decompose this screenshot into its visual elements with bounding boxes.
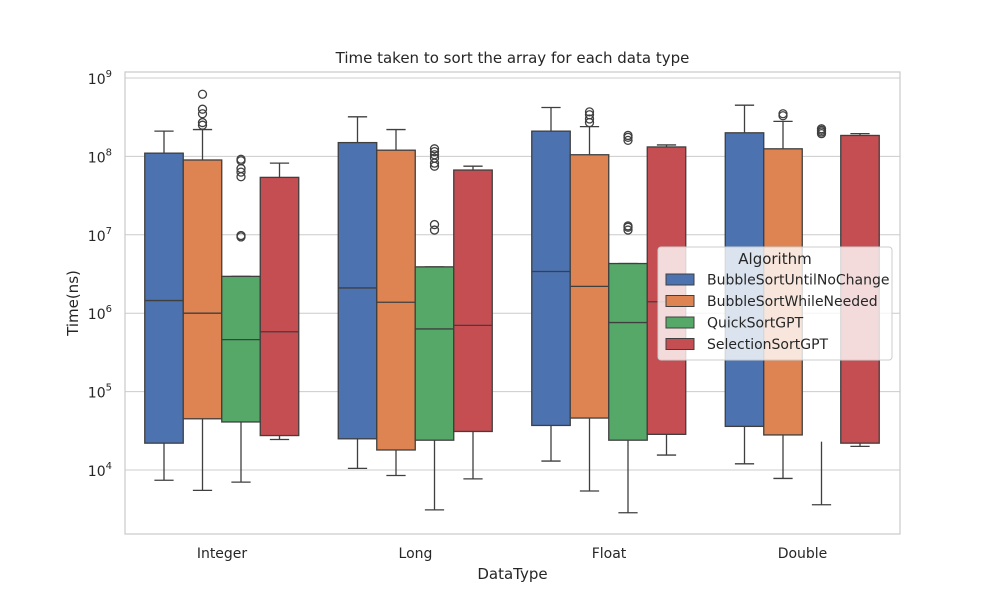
y-tick-label: 104 bbox=[88, 461, 112, 480]
y-tick-label: 109 bbox=[88, 69, 112, 88]
legend-swatch bbox=[665, 338, 695, 350]
x-axis-label: DataType bbox=[477, 565, 547, 583]
x-tick-label: Float bbox=[592, 546, 627, 562]
flier-point bbox=[429, 225, 440, 235]
flier-point bbox=[623, 135, 633, 146]
legend-label: BubbleSortUntilNoChange bbox=[707, 273, 889, 289]
flier-point bbox=[584, 114, 595, 124]
box-BubbleSortWhileNeeded-Long bbox=[376, 128, 416, 477]
flier-point bbox=[778, 109, 788, 119]
flier-point bbox=[236, 167, 246, 177]
flier-point bbox=[236, 230, 246, 241]
legend: Algorithm BubbleSortUntilNoChangeBubbleS… bbox=[657, 246, 893, 361]
legend-entries: BubbleSortUntilNoChange BubbleSortWhileNe… bbox=[665, 273, 889, 353]
flier-point bbox=[429, 219, 440, 230]
legend-swatch bbox=[665, 316, 695, 329]
flier-point bbox=[429, 150, 440, 160]
flier-point bbox=[429, 146, 440, 157]
legend-label: SelectionSortGPT bbox=[707, 337, 829, 353]
box-iqr bbox=[414, 266, 455, 441]
box-iqr bbox=[376, 149, 416, 451]
box-QuickSortGPT-Float bbox=[608, 130, 648, 514]
box-iqr bbox=[337, 141, 378, 440]
box-QuickSortGPT-Double bbox=[811, 124, 832, 506]
box-iqr bbox=[144, 152, 184, 444]
y-tick-labels: 104 105 106 107 108 109 bbox=[88, 69, 112, 480]
legend-label: BubbleSortWhileNeeded bbox=[707, 294, 878, 310]
flier-point bbox=[197, 104, 208, 114]
legend-swatch bbox=[665, 295, 695, 307]
x-tick-labels: Integer Long Float Double bbox=[197, 546, 827, 562]
box-BubbleSortUntilNoChange-Integer bbox=[144, 130, 184, 481]
y-tick-label: 106 bbox=[88, 304, 112, 323]
legend-swatch bbox=[665, 273, 695, 286]
box-SelectionSortGPT-Integer bbox=[259, 162, 300, 441]
flier-point bbox=[197, 117, 208, 128]
box-BubbleSortUntilNoChange-Float bbox=[531, 106, 571, 462]
x-tick-label: Integer bbox=[197, 546, 248, 562]
box-SelectionSortGPT-Long bbox=[453, 165, 493, 480]
flier-point bbox=[429, 153, 440, 163]
y-tick-label: 105 bbox=[88, 383, 112, 402]
box-iqr bbox=[182, 159, 223, 420]
flier-point bbox=[584, 107, 595, 117]
y-axis-label: Time(ns) bbox=[64, 270, 82, 337]
y-tick-label: 108 bbox=[88, 147, 112, 166]
box-iqr bbox=[608, 262, 648, 441]
box-iqr bbox=[259, 176, 300, 437]
flier-point bbox=[429, 144, 440, 154]
y-tick-label: 107 bbox=[88, 226, 112, 245]
flier-point bbox=[236, 154, 246, 164]
flier-point bbox=[816, 124, 827, 134]
box-iqr bbox=[221, 275, 261, 423]
box-QuickSortGPT-Long bbox=[414, 144, 455, 511]
box-BubbleSortUntilNoChange-Long bbox=[337, 116, 378, 469]
legend-frame bbox=[657, 246, 893, 361]
plot-frame bbox=[124, 71, 901, 535]
chart-title: Time taken to sort the array for each da… bbox=[335, 49, 690, 67]
x-tick-label: Long bbox=[399, 546, 433, 562]
flier-point bbox=[197, 109, 208, 119]
legend-title: Algorithm bbox=[738, 250, 811, 268]
flier-point bbox=[623, 225, 633, 235]
box-BubbleSortWhileNeeded-Float bbox=[569, 107, 610, 492]
x-tick-label: Double bbox=[778, 546, 828, 562]
flier-point bbox=[197, 120, 208, 130]
flier-point bbox=[623, 221, 633, 231]
flier-point bbox=[197, 89, 208, 99]
legend-label: QuickSortGPT bbox=[707, 316, 804, 332]
box-series bbox=[144, 89, 880, 514]
box-iqr bbox=[453, 169, 493, 433]
box-iqr bbox=[531, 130, 571, 427]
flier-point bbox=[584, 110, 595, 120]
box-BubbleSortWhileNeeded-Integer bbox=[182, 89, 223, 492]
flier-point bbox=[623, 130, 633, 141]
